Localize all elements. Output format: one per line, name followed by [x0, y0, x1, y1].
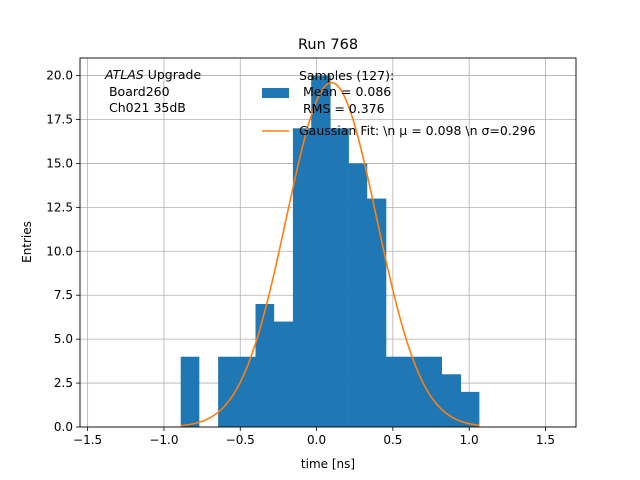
y-tick-label-3: 7.5 — [54, 288, 73, 302]
histogram-bar-11 — [385, 356, 405, 427]
histogram-bar-9 — [348, 163, 368, 427]
legend-samples-patch — [262, 88, 289, 98]
histogram-bar-8 — [330, 128, 349, 428]
svg-text:ATLAS Upgrade: ATLAS Upgrade — [104, 67, 201, 82]
histogram-bar-7 — [311, 75, 331, 428]
legend-samples-line1: Samples (127): — [299, 68, 394, 83]
legend-samples-line3: RMS = 0.376 — [299, 101, 385, 116]
y-tick-label-7: 17.5 — [46, 113, 73, 127]
x-tick-label-3: 0.0 — [307, 433, 326, 447]
gaussian-fit-curve — [180, 81, 480, 427]
x-tick-label-2: −0.5 — [226, 433, 255, 447]
y-tick-label-0: 0.0 — [54, 420, 73, 434]
histogram-bar-4 — [255, 304, 275, 427]
y-tick-label-8: 20.0 — [46, 69, 73, 83]
histogram-bar-3 — [237, 356, 256, 427]
channel-label: Ch021 35dB — [105, 100, 186, 115]
legend: Samples (127): Mean = 0.086 RMS = 0.376 … — [262, 68, 536, 138]
histogram-bar-13 — [423, 356, 442, 427]
y-tick-label-4: 10.0 — [46, 244, 73, 258]
histogram-bar-2 — [218, 356, 238, 427]
histogram-bar-15 — [460, 391, 480, 427]
atlas-label: ATLAS — [104, 67, 144, 82]
x-tick-label-6: 1.5 — [536, 433, 555, 447]
y-axis-label: Entries — [20, 221, 34, 263]
y-tick-label-2: 5.0 — [54, 332, 73, 346]
x-tick-label-1: −1.0 — [149, 433, 178, 447]
histogram-bar-0 — [180, 356, 200, 427]
histogram-bar-5 — [273, 321, 294, 427]
y-axis-ticks: 0.0 2.5 5.0 7.5 10.0 12.5 15.0 17.5 20.0 — [46, 69, 80, 434]
x-axis-ticks: −1.5 −1.0 −0.5 0.0 0.5 1.0 1.5 — [73, 427, 555, 447]
x-tick-label-5: 1.0 — [460, 433, 479, 447]
x-tick-label-4: 0.5 — [383, 433, 402, 447]
histogram-bar-14 — [441, 374, 462, 427]
legend-fit-label: Gaussian Fit: \n μ = 0.098 \n σ=0.296 — [299, 123, 536, 138]
y-tick-label-5: 12.5 — [46, 200, 73, 214]
chart-title: Run 768 — [298, 37, 358, 53]
x-tick-label-0: −1.5 — [73, 433, 102, 447]
atlas-annotation: ATLAS Upgrade Board260 Ch021 35dB — [104, 67, 201, 115]
upgrade-label: Upgrade — [144, 67, 202, 82]
board-label: Board260 — [105, 84, 170, 99]
x-axis-label: time [ns] — [301, 457, 355, 471]
y-tick-label-6: 15.0 — [46, 156, 73, 170]
histogram-bar-6 — [292, 128, 312, 428]
y-tick-label-1: 2.5 — [54, 376, 73, 390]
plot-frame — [79, 57, 577, 428]
legend-samples-line2: Mean = 0.086 — [299, 84, 391, 99]
histogram-bar-10 — [366, 198, 387, 427]
histogram-bar-12 — [404, 356, 424, 427]
